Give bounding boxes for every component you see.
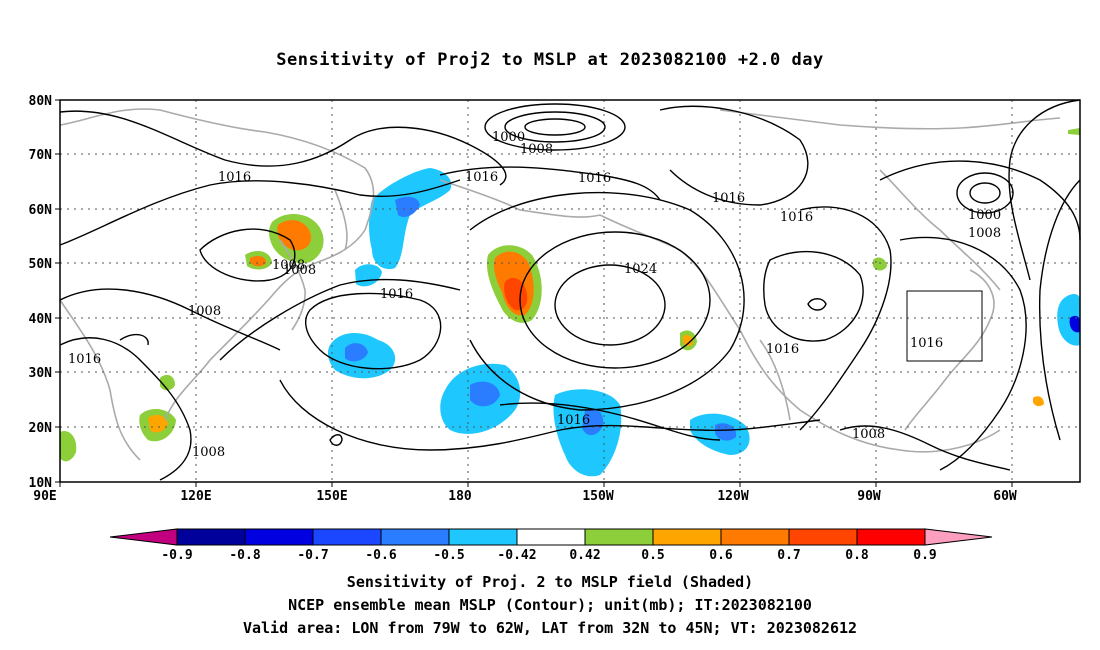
shade-green-taiwan xyxy=(160,374,175,391)
lat-label: 70N xyxy=(29,148,53,163)
contour-label: 1016 xyxy=(578,171,611,186)
colorbar-tick-label: -0.9 xyxy=(161,548,192,563)
colorbar-swatch xyxy=(720,528,790,546)
shade-blue-atlantic-inner xyxy=(1069,315,1080,333)
lat-label: 40N xyxy=(29,312,53,327)
contour-label: 1008 xyxy=(188,304,221,319)
colorbar-tick-label: 0.42 xyxy=(569,548,600,563)
contour-label: 1016 xyxy=(712,191,745,206)
lon-label: 90W xyxy=(857,489,881,504)
shade-blue-east-pacific-inner xyxy=(715,423,737,441)
contour-label: 1016 xyxy=(910,336,943,351)
contour-label: 1000 xyxy=(492,130,525,145)
contour-label: 1016 xyxy=(68,352,101,367)
colorbar-swatch xyxy=(652,528,722,546)
lat-label: 20N xyxy=(29,421,53,436)
lon-label: 120E xyxy=(180,489,211,504)
contour-label: 1016 xyxy=(780,210,813,225)
shade-green-india xyxy=(60,430,77,462)
colorbar-swatch xyxy=(448,528,518,546)
contour-label: 1016 xyxy=(465,170,498,185)
colorbar-max-arrow xyxy=(924,528,993,546)
colorbar-min-arrow xyxy=(109,528,178,546)
lon-label: 90E xyxy=(33,489,56,504)
colorbar-swatch xyxy=(380,528,450,546)
shade-orange-atlantic-sub xyxy=(1033,396,1044,407)
colorbar-swatch xyxy=(856,528,926,546)
lon-label: 60W xyxy=(993,489,1017,504)
tick-marks xyxy=(55,99,1013,487)
contour-label: 1008 xyxy=(852,427,885,442)
coastlines xyxy=(59,108,1061,461)
contour-label: 1000 xyxy=(968,208,1001,223)
contour-label: 1008 xyxy=(272,258,305,273)
contour-label: 1008 xyxy=(520,142,553,157)
colorbar-tick-label: 0.9 xyxy=(913,548,936,563)
lat-label: 30N xyxy=(29,366,53,381)
contour-label: 1016 xyxy=(557,413,590,428)
footer-line-1: Sensitivity of Proj. 2 to MSLP field (Sh… xyxy=(346,573,754,591)
contour-labels: 1000 1008 1016 1016 1016 1016 1016 1008 … xyxy=(68,130,1001,460)
colorbar-swatch xyxy=(176,528,246,546)
shade-orange-calif xyxy=(683,334,693,347)
contour-label: 1008 xyxy=(283,263,316,278)
footer-line-2: NCEP ensemble mean MSLP (Contour); unit(… xyxy=(288,596,812,614)
shade-orange-philippines xyxy=(148,414,168,433)
colorbar-tick-label: -0.5 xyxy=(433,548,464,563)
shade-green-atlantic-ne xyxy=(1068,128,1080,135)
contour-label: 1008 xyxy=(192,445,225,460)
colorbar: -0.9 -0.8 -0.7 -0.6 -0.5 -0.42 0.42 0.5 0.6 0.7 0.… xyxy=(109,528,993,563)
lat-label: 80N xyxy=(29,94,53,109)
gridlines xyxy=(60,100,1080,482)
lon-label: 150W xyxy=(582,489,613,504)
colorbar-swatch xyxy=(584,528,654,546)
colorbar-tick-label: -0.7 xyxy=(297,548,328,563)
lat-label: 10N xyxy=(29,476,53,491)
map-frame xyxy=(59,99,1081,483)
shade-blue-subtropical-inner xyxy=(470,381,500,407)
colorbar-swatch xyxy=(788,528,858,546)
shade-orange-korea xyxy=(250,255,266,267)
footer-line-3: Valid area: LON from 79W to 62W, LAT fro… xyxy=(242,619,858,637)
lon-label: 180 xyxy=(448,489,472,504)
colorbar-tick-label: -0.42 xyxy=(497,548,536,563)
colorbar-tick-label: -0.6 xyxy=(365,548,396,563)
shade-blue-central-inner xyxy=(345,343,368,362)
valid-area-box xyxy=(906,290,983,362)
contour-label: 1016 xyxy=(766,342,799,357)
shade-blue-japan-east xyxy=(355,264,382,287)
colorbar-tick-label: 0.7 xyxy=(777,548,800,563)
shade-blue-okhotsk-inner xyxy=(395,196,420,217)
colorbar-tick-label: 0.5 xyxy=(641,548,664,563)
longitude-labels: 90E 120E 150E 180 150W 120W 90W 60W xyxy=(33,489,1017,504)
shade-blue-okhotsk xyxy=(369,168,452,270)
contour-label: 1008 xyxy=(968,226,1001,241)
colorbar-tick-label: 0.8 xyxy=(845,548,869,563)
contour-label: 1016 xyxy=(218,170,251,185)
mslp-contours xyxy=(59,99,1081,481)
shade-blue-atlantic xyxy=(1057,294,1080,346)
lon-label: 120W xyxy=(717,489,748,504)
lat-label: 50N xyxy=(29,257,53,272)
contour-label: 1016 xyxy=(380,287,413,302)
colorbar-swatch xyxy=(244,528,314,546)
colorbar-tick-label: -0.8 xyxy=(229,548,260,563)
shade-green-greatlakes xyxy=(873,257,887,271)
shade-blue-hawaii-inner xyxy=(582,408,604,436)
contour-label: 1024 xyxy=(624,262,657,277)
colorbar-tick-label: 0.6 xyxy=(709,548,733,563)
lon-label: 150E xyxy=(316,489,347,504)
latitude-labels: 80N 70N 60N 50N 40N 30N 20N 10N xyxy=(29,94,53,491)
map-title: Sensitivity of Proj2 to MSLP at 20230821… xyxy=(276,50,824,70)
lat-label: 60N xyxy=(29,203,53,218)
colorbar-swatch xyxy=(516,528,586,546)
shade-orange-japan-sea xyxy=(277,220,311,251)
colorbar-swatch xyxy=(312,528,382,546)
